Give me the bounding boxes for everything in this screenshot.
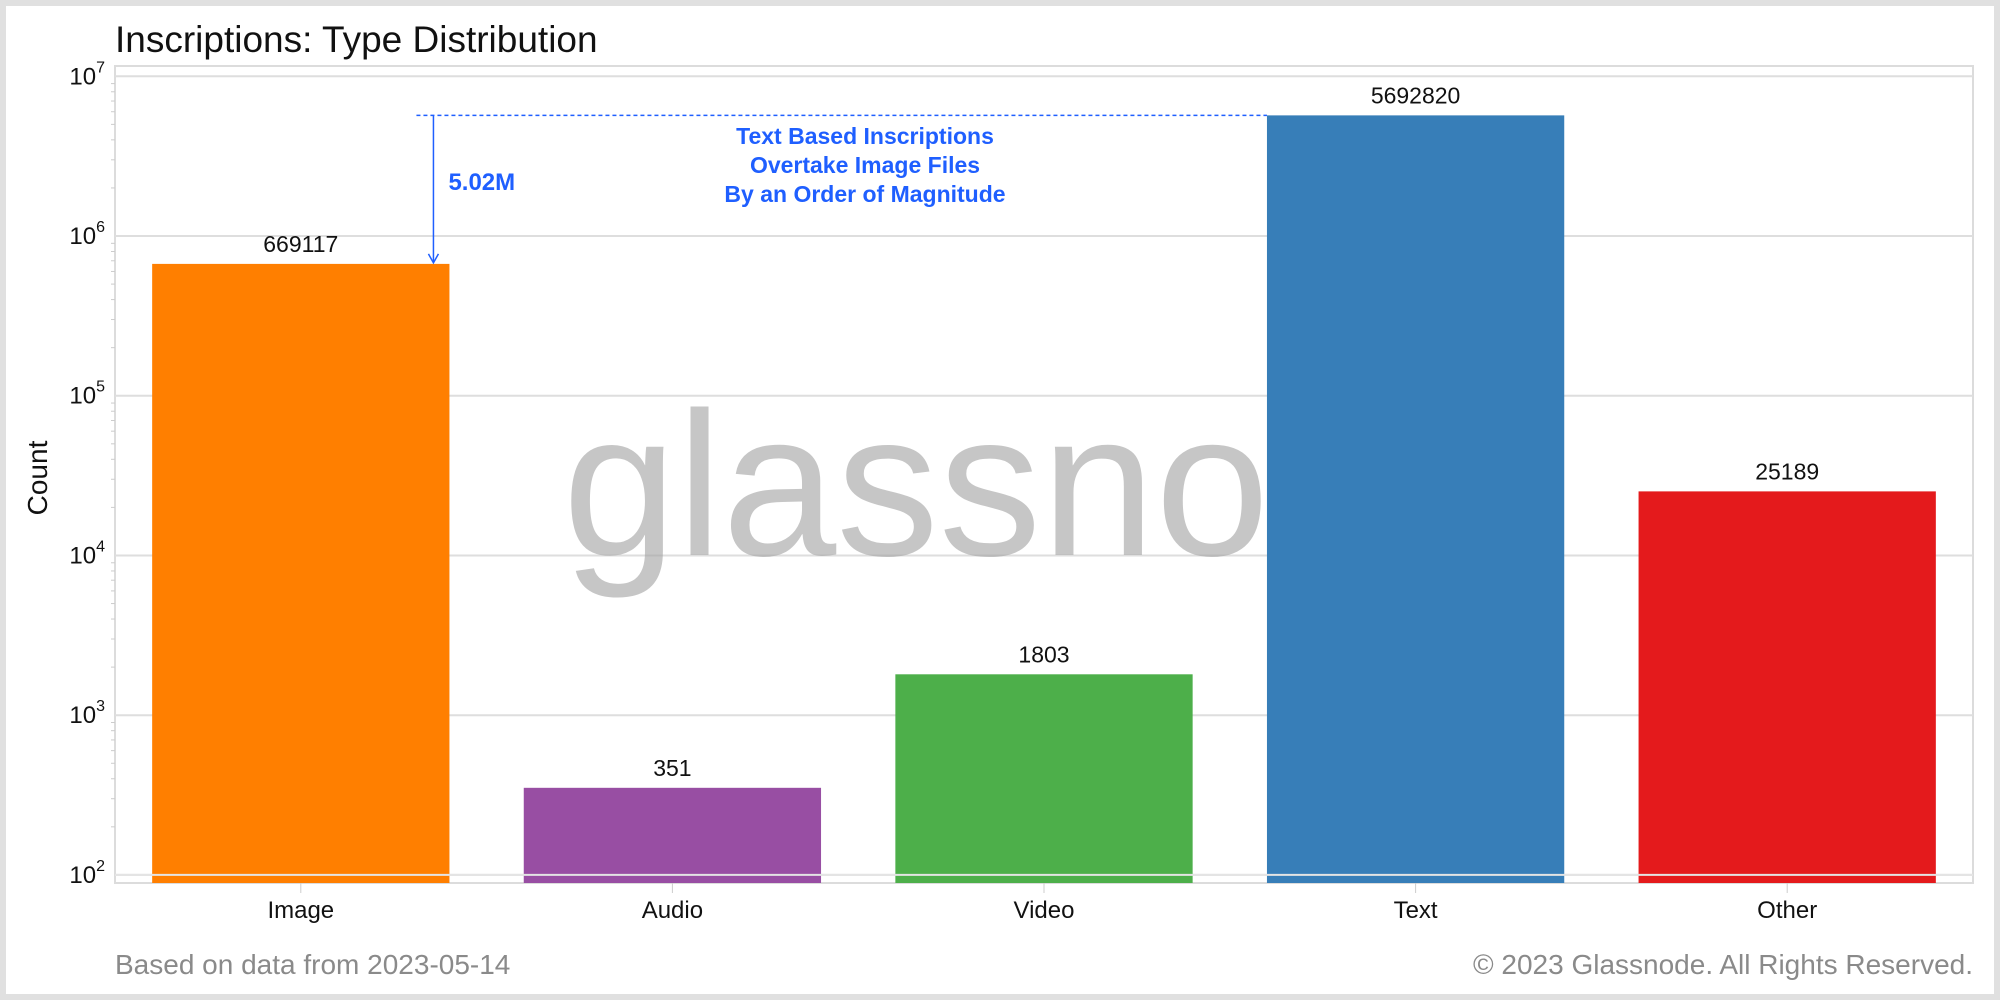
annotation: 5.02M Text Based Inscriptions Overtake Ima… (416, 114, 1267, 265)
data-label: 5692820 (1371, 82, 1461, 108)
bar-audio (523, 787, 822, 883)
x-tick-label: Image (267, 897, 334, 924)
bars: 669117 351 1803 5692820 25189 (115, 82, 1973, 884)
data-label: 351 (653, 755, 691, 781)
footer-copyright: © 2023 Glassnode. All Rights Reserved. (1473, 949, 1973, 980)
footer-source: Based on data from 2023-05-14 (115, 949, 510, 980)
chart-title: Inscriptions: Type Distribution (115, 19, 598, 60)
data-label: 669117 (263, 231, 338, 257)
x-tick-label: Audio (642, 897, 703, 924)
y-axis-label: Count (22, 440, 53, 515)
x-tick-label: Video (1014, 897, 1075, 924)
difference-label: 5.02M (448, 169, 515, 196)
annotation-text-line: By an Order of Magnitude (724, 181, 1005, 207)
bar-image (152, 263, 450, 883)
x-tick-label: Other (1757, 897, 1817, 924)
bar-video (895, 674, 1193, 883)
data-label: 1803 (1018, 641, 1069, 667)
y-tick-label: 106 (69, 219, 105, 250)
y-tick-label: 102 (69, 858, 105, 889)
bar-text (1266, 115, 1565, 884)
data-label: 25189 (1755, 458, 1819, 484)
annotation-text-line: Overtake Image Files (750, 152, 980, 178)
x-tick-label: Text (1394, 897, 1438, 924)
annotation-text-line: Text Based Inscriptions (736, 123, 994, 149)
arrow-head-icon (427, 253, 440, 265)
bar-other (1638, 491, 1936, 883)
